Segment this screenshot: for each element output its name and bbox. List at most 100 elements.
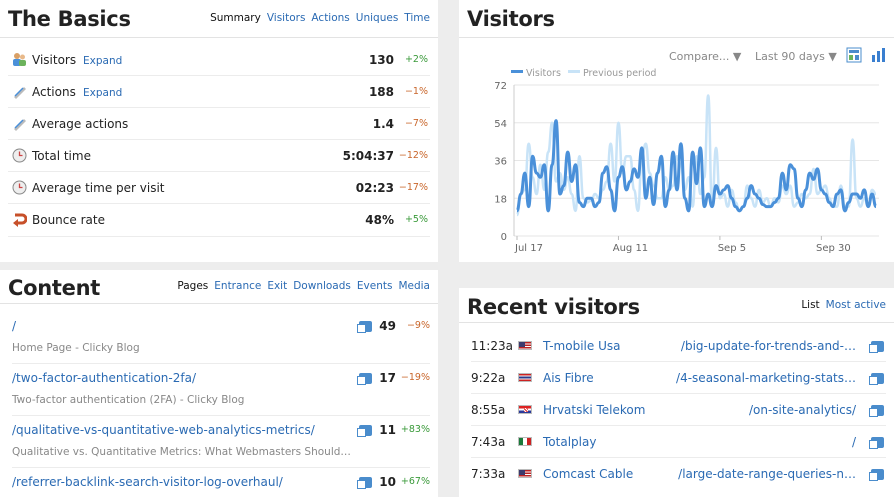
basics-row-actions: Actions Expand 188 −1% [8,76,430,108]
bar-chart-icon[interactable] [871,47,887,63]
external-link-icon[interactable] [869,469,884,481]
tab-summary[interactable]: Summary [210,12,261,24]
visit-time: 7:43a [471,435,506,449]
external-link-icon[interactable] [357,477,372,489]
visitors-title: Visitors [467,7,555,31]
visitor-landing-page[interactable]: /4-seasonal-marketing-stats… [676,371,856,385]
basics-row-bounce-rate: Bounce rate 48% +5% [8,204,430,237]
tab-most-active[interactable]: Most active [825,299,886,311]
visitor-isp-link[interactable]: Comcast Cable [543,467,634,481]
basics-row-visitors: Visitors Expand 130 +2% [8,44,430,76]
content-path-link[interactable]: /qualitative-vs-quantitative-web-analyti… [12,423,315,437]
tab-events[interactable]: Events [356,280,393,292]
compare-dropdown[interactable]: Compare... ▼ [669,50,741,63]
recent-tabs: List Most active [795,299,886,311]
flag-hr-icon [518,405,532,414]
visitor-landing-page[interactable]: / [851,435,856,449]
visitor-isp-link[interactable]: Totalplay [543,435,597,449]
content-header: Content Pages Entrance Exit Downloads Events… [0,270,438,304]
recent-visitor-row[interactable]: 9:22a Ais Fibre /4-seasonal-marketing-st… [471,362,886,394]
tab-downloads[interactable]: Downloads [293,280,351,292]
content-row: /referrer-backlink-search-visitor-log-ov… [12,468,430,497]
expand-actions-link[interactable]: Expand [83,87,123,99]
content-row: /qualitative-vs-quantitative-web-analyti… [12,416,430,468]
tab-uniques[interactable]: Uniques [355,12,399,24]
recent-visitor-row[interactable]: 7:43a Totalplay / [471,426,886,458]
legend-swatch-visitors [511,70,523,73]
content-change: +83% [400,424,430,435]
external-link-icon[interactable] [869,341,884,353]
content-path-link[interactable]: / [12,319,17,333]
content-page-title: Two-factor authentication (2FA) - Clicky… [12,394,245,406]
visitor-landing-page[interactable]: /large-date-range-queries-n… [678,467,856,481]
content-path-link[interactable]: /referrer-backlink-search-visitor-log-ov… [12,475,283,489]
bounce-icon [12,212,28,227]
external-link-icon[interactable] [357,373,372,385]
basics-label: Average actions [32,117,129,131]
basics-change: −12% [398,150,428,161]
basics-value: 48% [365,213,394,227]
tab-exit[interactable]: Exit [267,280,288,292]
external-link-icon[interactable] [357,425,372,437]
export-icon[interactable] [846,47,862,63]
clock-icon [12,180,27,195]
visitors-chart: Visitors Previous period 72 54 36 18 0 Jul 1… [494,68,879,254]
tab-media[interactable]: Media [398,280,430,292]
recent-header: Recent visitors List Most active [459,288,894,323]
x-tick-label: Aug 11 [613,243,648,254]
date-range-dropdown[interactable]: Last 90 days ▼ [755,50,837,63]
recent-visitor-row[interactable]: 8:55a Hrvatski Telekom /on-site-analytic… [471,394,886,426]
x-tick-label: Sep 5 [718,243,746,254]
content-page-title: Home Page - Clicky Blog [12,342,140,354]
basics-label: Actions [32,85,76,99]
tab-entrance[interactable]: Entrance [214,280,262,292]
visitor-isp-link[interactable]: Ais Fibre [543,371,594,385]
content-page-title: Qualitative vs. Quantitative Metrics: Wh… [12,446,351,458]
basics-row-average-time: Average time per visit 02:23 −17% [8,172,430,204]
visitors-panel: Visitors Compare... ▼ Last 90 days ▼ Vis… [459,0,894,262]
external-link-icon[interactable] [357,321,372,333]
basics-change: +5% [404,214,428,225]
y-tick-label: 54 [494,119,507,130]
expand-visitors-link[interactable]: Expand [83,55,123,67]
content-change: −19% [400,372,430,383]
tab-actions[interactable]: Actions [311,12,350,24]
tab-time[interactable]: Time [404,12,430,24]
basics-header: The Basics Summary Visitors Actions Uniques… [0,0,438,38]
basics-value: 188 [368,85,394,99]
content-count: 10 [379,475,396,489]
tab-visitors[interactable]: Visitors [266,12,306,24]
visitor-landing-page[interactable]: /big-update-for-trends-and-… [680,339,856,353]
content-row: / Home Page - Clicky Blog 49 −9% [12,312,430,364]
basics-label: Visitors [32,53,77,67]
tab-pages[interactable]: Pages [177,280,209,292]
external-link-icon[interactable] [869,373,884,385]
basics-value: 02:23 [355,181,394,195]
basics-value: 5:04:37 [342,149,394,163]
basics-label: Total time [32,149,91,163]
visitor-isp-link[interactable]: Hrvatski Telekom [543,403,646,417]
clock-icon [12,148,27,163]
recent-visitor-row[interactable]: 7:33a Comcast Cable /large-date-range-qu… [471,458,886,490]
visitor-isp-link[interactable]: T-mobile Usa [543,339,621,353]
content-row: /two-factor-authentication-2fa/ Two-fact… [12,364,430,416]
content-path-link[interactable]: /two-factor-authentication-2fa/ [12,371,196,385]
visit-time: 9:22a [471,371,506,385]
basics-change: −7% [404,118,428,129]
tab-list[interactable]: List [801,299,820,311]
compare-label: Compare... [669,50,730,63]
content-count: 17 [379,371,396,385]
flag-mx-icon [518,437,532,446]
external-link-icon[interactable] [869,437,884,449]
external-link-icon[interactable] [869,405,884,417]
flag-us-icon [518,341,532,350]
content-change: +67% [400,476,430,487]
content-count: 49 [379,319,396,333]
recent-visitor-row[interactable]: 11:23a T-mobile Usa /big-update-for-tren… [471,330,886,362]
content-tabs: Pages Entrance Exit Downloads Events Media [171,280,430,292]
visitor-landing-page[interactable]: /on-site-analytics/ [748,403,856,417]
y-tick-label: 0 [501,232,507,243]
basics-tabs: Summary Visitors Actions Uniques Time [204,12,430,24]
content-title: Content [8,276,100,300]
basics-label: Average time per visit [32,181,165,195]
